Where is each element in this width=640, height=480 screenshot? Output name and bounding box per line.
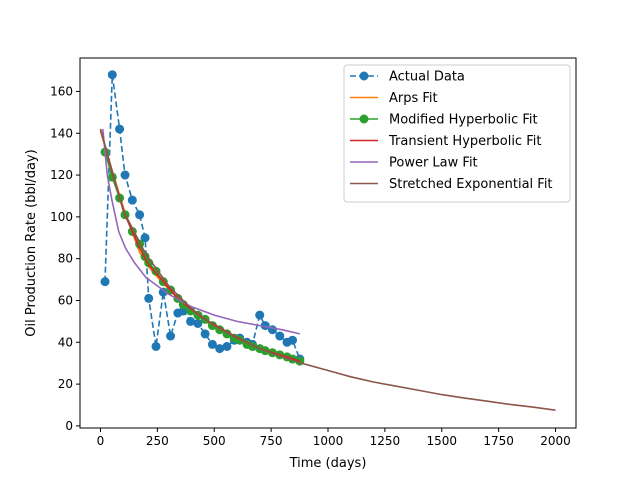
y-tick-label: 20: [58, 377, 73, 391]
series-layer: [99, 70, 556, 411]
x-tick-label: 1500: [426, 434, 457, 448]
legend-entry: Actual Data: [350, 70, 465, 85]
data-point: [135, 210, 145, 220]
y-tick-label: 80: [58, 252, 73, 266]
y-tick-label: 120: [50, 168, 73, 182]
legend-label: Modified Hyperbolic Fit: [389, 113, 538, 128]
legend-label: Arps Fit: [389, 91, 438, 106]
y-axis-label: Oil Production Rate (bbl/day): [24, 149, 39, 336]
series-power-law-fit: [102, 129, 300, 335]
y-tick-label: 140: [50, 126, 73, 140]
data-point: [120, 170, 130, 180]
legend-marker: [359, 71, 369, 81]
x-tick-label: 750: [260, 434, 283, 448]
legend-label: Stretched Exponential Fit: [389, 177, 553, 192]
data-point: [255, 310, 265, 320]
axes: 0 250 500 750 1000 1250 1500 1750 2000 0 20 40 60 80 1…: [50, 84, 571, 448]
legend-entry: Arps Fit: [350, 91, 438, 106]
legend-box: [343, 64, 571, 203]
y-tick-label: 0: [65, 419, 73, 433]
data-point: [207, 339, 217, 349]
data-point: [115, 124, 125, 134]
data-point: [151, 266, 161, 276]
data-point: [200, 329, 210, 339]
x-tick-label: 2000: [540, 434, 571, 448]
legend-label: Power Law Fit: [389, 156, 478, 171]
legend-entry: Stretched Exponential Fit: [350, 177, 553, 192]
data-point: [222, 341, 232, 351]
x-axis-label: Time (days): [289, 456, 367, 471]
data-point: [127, 195, 137, 205]
x-tick-label: 1750: [483, 434, 514, 448]
data-point: [186, 316, 196, 326]
y-tick-label: 160: [50, 84, 73, 98]
series-stretched-exponential-fit: [99, 128, 556, 411]
legend: Actual Data Arps Fit Modified Hyperbolic F…: [343, 64, 571, 203]
plot-frame: [79, 57, 577, 429]
legend-entry: Modified Hyperbolic Fit: [350, 113, 538, 128]
data-point: [186, 306, 196, 316]
y-tick-label: 100: [50, 210, 73, 224]
data-point: [166, 331, 176, 341]
series-line: [102, 129, 300, 335]
data-point: [215, 344, 225, 354]
data-point: [288, 335, 298, 345]
x-tick-label: 1250: [370, 434, 401, 448]
data-point: [158, 287, 168, 297]
data-point: [178, 306, 188, 316]
data-point: [107, 70, 117, 80]
x-tick-label: 500: [203, 434, 226, 448]
data-point: [275, 331, 285, 341]
legend-label: Transient Hyperbolic Fit: [388, 134, 541, 149]
legend-entry: Transient Hyperbolic Fit: [350, 134, 541, 149]
data-point: [151, 341, 161, 351]
x-tick-label: 1000: [313, 434, 344, 448]
x-tick-label: 250: [146, 434, 169, 448]
legend-label: Actual Data: [389, 70, 465, 85]
data-point: [144, 293, 154, 303]
x-tick-label: 0: [97, 434, 105, 448]
y-tick-label: 40: [58, 335, 73, 349]
data-point: [140, 233, 150, 243]
legend-entry: Power Law Fit: [350, 156, 478, 171]
data-point: [193, 318, 203, 328]
data-point: [100, 277, 110, 287]
legend-marker: [359, 114, 369, 124]
series-line: [99, 128, 556, 411]
y-tick-label: 60: [58, 293, 73, 307]
